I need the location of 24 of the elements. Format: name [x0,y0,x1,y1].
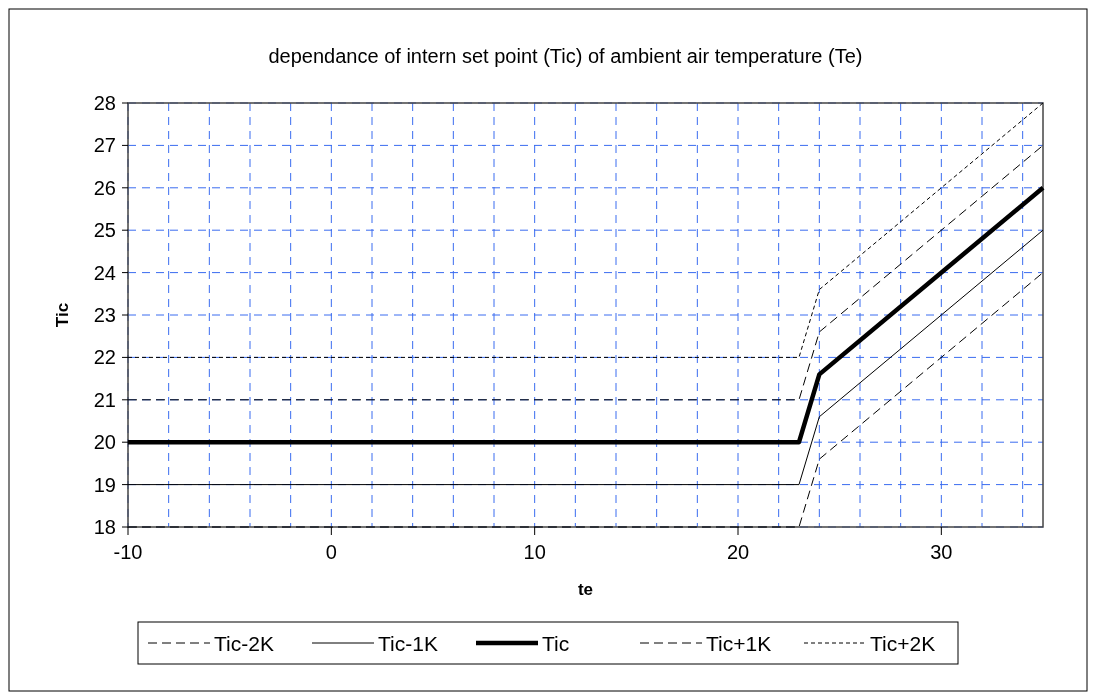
x-axis-title: te [577,580,594,599]
x-tick-label: -10 [113,541,143,563]
y-tick-label: 21 [93,388,116,411]
x-tick-label: 20 [726,541,750,563]
y-tick-label: 22 [93,346,116,369]
y-tick-label: 28 [93,92,116,114]
x-tick-label: 0 [325,541,337,563]
y-tick-label: 25 [93,219,116,242]
legend-label: Tic-2K [214,632,274,655]
chart-title: dependance of intern set point (Tic) of ambient air temperature (Te) [268,45,863,67]
y-tick-label: 27 [93,134,116,157]
legend-label: Tic+1K [706,632,772,655]
y-tick-label: 23 [93,304,116,326]
y-tick-label: 26 [93,176,116,199]
y-tick-label: 18 [93,516,116,538]
legend-label: Tic+2K [870,632,936,655]
y-tick-label: 20 [93,431,116,454]
legend-label: Tic [542,632,570,655]
y-tick-label: 19 [93,473,116,496]
legend-label: Tic-1K [378,632,438,655]
y-tick-label: 24 [93,261,116,284]
x-tick-label: 30 [930,541,953,563]
y-axis-title: Tic [53,302,72,328]
x-tick-label: 10 [523,541,546,563]
